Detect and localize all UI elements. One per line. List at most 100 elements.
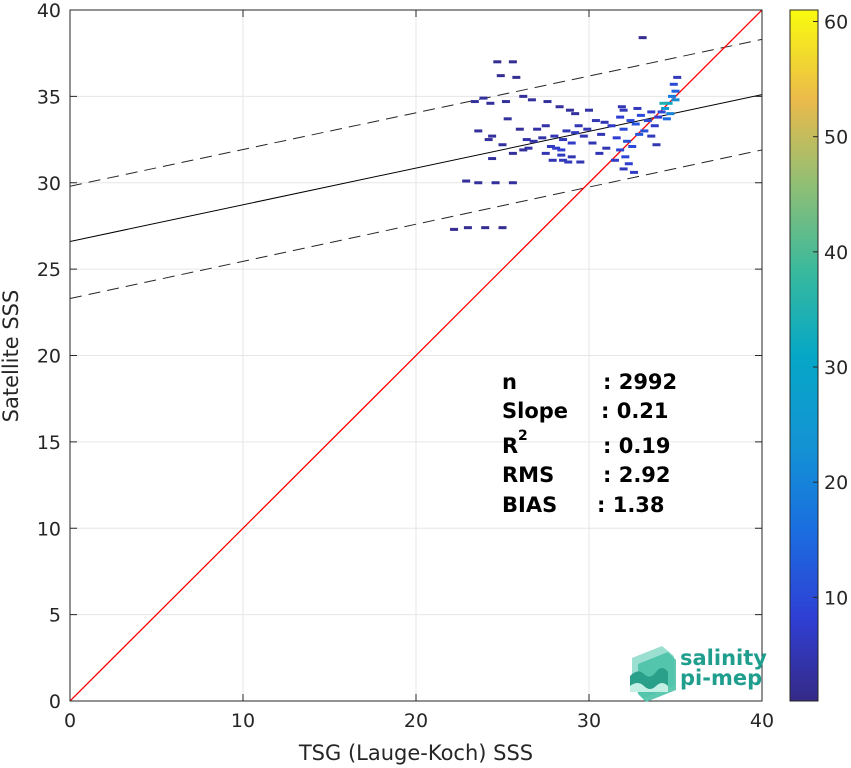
density-point bbox=[559, 158, 568, 162]
density-point bbox=[503, 117, 512, 121]
density-point bbox=[640, 129, 649, 133]
density-point bbox=[635, 132, 644, 136]
y-tick-label: 15 bbox=[37, 432, 61, 454]
density-point bbox=[610, 158, 619, 162]
density-point bbox=[541, 124, 550, 128]
density-point bbox=[668, 94, 677, 98]
density-point bbox=[562, 129, 571, 133]
logo-text-line1: salinity bbox=[680, 646, 767, 670]
density-point bbox=[600, 120, 609, 124]
density-point bbox=[638, 36, 647, 40]
stat-r2-superscript: 2 bbox=[518, 428, 528, 444]
y-tick-label: 30 bbox=[37, 173, 61, 195]
density-point bbox=[621, 155, 630, 159]
density-point bbox=[529, 139, 538, 143]
density-point bbox=[524, 146, 533, 150]
density-point bbox=[612, 136, 621, 140]
stat-slope-value: : 0.21 bbox=[601, 399, 669, 423]
colorbar-tick-label: 30 bbox=[824, 357, 848, 379]
density-point bbox=[555, 105, 564, 109]
density-point bbox=[519, 148, 528, 152]
stat-bias-value: : 1.38 bbox=[597, 493, 665, 517]
stat-n-label: n bbox=[502, 370, 517, 394]
density-point bbox=[619, 108, 628, 112]
density-point bbox=[659, 101, 668, 105]
density-point bbox=[595, 151, 604, 155]
density-point bbox=[662, 117, 671, 121]
density-point bbox=[493, 60, 502, 64]
density-point bbox=[664, 101, 673, 105]
density-point bbox=[527, 98, 536, 102]
x-tick-label: 40 bbox=[750, 710, 774, 732]
y-tick-label: 40 bbox=[37, 0, 61, 22]
y-tick-label: 20 bbox=[37, 346, 61, 368]
logo-text-line2: pi-mep bbox=[680, 666, 762, 690]
colorbar-tick-label: 50 bbox=[824, 127, 848, 149]
density-point bbox=[488, 157, 497, 161]
density-point bbox=[491, 181, 500, 185]
density-point bbox=[616, 115, 625, 119]
density-point bbox=[564, 160, 573, 164]
density-point bbox=[643, 119, 652, 123]
x-axis-title: TSG (Lauge-Koch) SSS bbox=[298, 741, 533, 765]
density-point bbox=[571, 112, 580, 116]
y-axis-title: Satellite SSS bbox=[0, 290, 23, 423]
density-point bbox=[636, 113, 645, 117]
density-point bbox=[624, 162, 633, 166]
density-point bbox=[512, 75, 521, 79]
density-point bbox=[631, 122, 640, 126]
density-point bbox=[522, 138, 531, 142]
density-point bbox=[508, 151, 517, 155]
density-point bbox=[619, 127, 628, 131]
colorbar-tick-label: 10 bbox=[824, 587, 848, 609]
density-point bbox=[607, 124, 616, 128]
density-point bbox=[591, 119, 600, 123]
stat-rms-label: RMS bbox=[502, 463, 554, 487]
density-point bbox=[498, 226, 507, 230]
density-point bbox=[647, 134, 656, 138]
density-point bbox=[546, 144, 555, 148]
density-point bbox=[647, 110, 656, 114]
density-point bbox=[565, 108, 574, 112]
density-point bbox=[543, 100, 552, 104]
y-tick-label: 5 bbox=[49, 605, 61, 627]
stat-bias-label: BIAS bbox=[502, 493, 557, 517]
density-point bbox=[463, 226, 472, 230]
density-point bbox=[673, 75, 682, 79]
stat-rms-value: : 2.92 bbox=[603, 463, 671, 487]
colorbar-ticks: 10 20 30 40 50 60 bbox=[813, 12, 848, 609]
density-point bbox=[597, 132, 606, 136]
x-tick-label: 30 bbox=[577, 710, 601, 732]
stat-r2-value: : 0.19 bbox=[603, 434, 671, 458]
confidence-bound-line bbox=[70, 38, 762, 187]
density-point bbox=[588, 141, 597, 145]
density-point bbox=[548, 158, 557, 162]
density-point bbox=[474, 181, 483, 185]
axis-ticks: 0 10 20 30 40 0 5 10 15 20 25 30 35 40 bbox=[37, 0, 774, 732]
density-point bbox=[462, 179, 471, 183]
density-point bbox=[583, 127, 592, 131]
density-point bbox=[488, 134, 497, 138]
colorbar-tick-label: 20 bbox=[824, 472, 848, 494]
density-point bbox=[576, 160, 585, 164]
density-point bbox=[571, 131, 580, 135]
density-point bbox=[619, 167, 628, 171]
density-point bbox=[633, 106, 642, 110]
identity-line bbox=[70, 10, 762, 701]
density-point bbox=[557, 153, 566, 157]
density-point bbox=[629, 170, 638, 174]
density-point bbox=[533, 127, 542, 131]
colorbar bbox=[789, 9, 819, 702]
stat-slope-label: Slope bbox=[502, 399, 568, 423]
density-point bbox=[661, 106, 670, 110]
density-point bbox=[652, 143, 661, 147]
density-point bbox=[654, 115, 663, 119]
density-point bbox=[650, 124, 659, 128]
y-tick-label: 35 bbox=[37, 86, 61, 108]
density-point bbox=[617, 105, 626, 109]
colorbar-tick-label: 40 bbox=[824, 242, 848, 264]
density-point bbox=[657, 110, 666, 114]
density-point bbox=[479, 96, 488, 100]
density-point bbox=[579, 134, 588, 138]
